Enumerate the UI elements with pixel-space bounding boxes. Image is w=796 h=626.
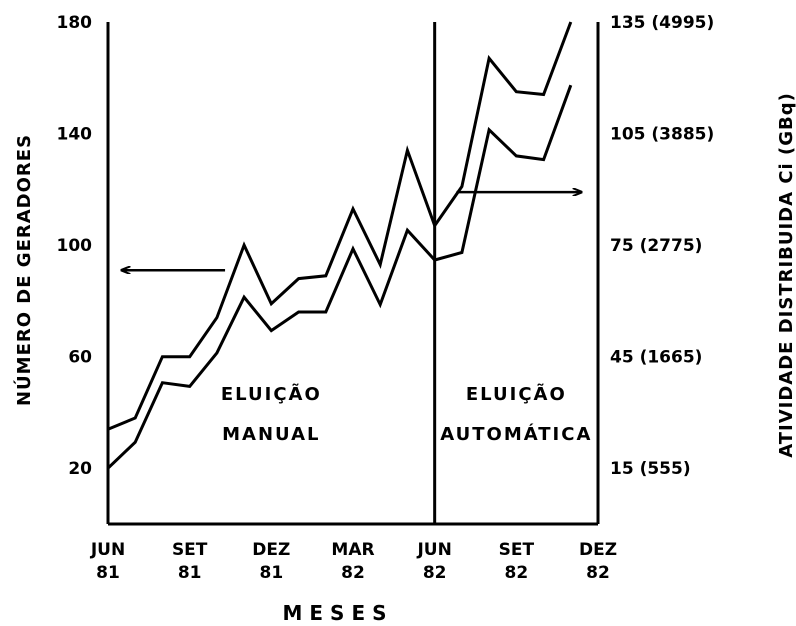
x-tick-label: SET xyxy=(499,540,535,560)
region-label-2: AUTOMÁTICA xyxy=(440,423,592,445)
x-tick-label: DEZ xyxy=(579,540,617,560)
right-tick-label: 75 (2775) xyxy=(610,236,702,256)
x-tick-label: DEZ xyxy=(252,540,290,560)
left-tick-label: 60 xyxy=(68,348,92,368)
right-tick-label: 105 (3885) xyxy=(610,125,714,145)
left-tick-label: 180 xyxy=(57,13,93,33)
right-tick-label: 15 (555) xyxy=(610,459,691,479)
x-tick-label: 82 xyxy=(341,563,365,583)
x-tick-label: MAR xyxy=(331,540,374,560)
series-line-2 xyxy=(106,84,573,470)
series-line-1 xyxy=(107,21,573,431)
x-tick-label: 82 xyxy=(504,563,528,583)
left-tick-label: 20 xyxy=(68,459,92,479)
axis-arrows xyxy=(122,192,582,270)
x-axis-ticks: JUN 81 SET 81 DEZ 81 MAR 82 JUN 82 SET 82 DEZ 82 xyxy=(90,540,617,583)
right-tick-label: 45 (1665) xyxy=(610,348,702,368)
x-tick-label: JUN xyxy=(416,540,451,560)
x-tick-label: SET xyxy=(172,540,208,560)
left-axis-title: NÚMERO DE GERADORES xyxy=(13,134,35,406)
plot-lines xyxy=(106,21,600,526)
left-axis-ticks: 20 60 100 140 180 xyxy=(57,13,93,479)
x-tick-label: 82 xyxy=(423,563,447,583)
region-label-1: MANUAL xyxy=(222,424,320,445)
region-label-1: ELUIÇÃO xyxy=(221,382,322,405)
x-tick-label: 81 xyxy=(259,563,283,583)
left-tick-label: 100 xyxy=(57,236,93,256)
region-label-2: ELUIÇÃO xyxy=(466,382,567,405)
x-tick-label: 81 xyxy=(96,563,120,583)
right-axis-title: ATIVIDADE DISTRIBUIDA Ci (GBq) xyxy=(776,92,796,458)
x-tick-label: JUN xyxy=(90,540,125,560)
x-tick-label: 82 xyxy=(586,563,610,583)
left-tick-label: 140 xyxy=(57,125,93,145)
right-tick-label: 135 (4995) xyxy=(610,13,714,33)
x-tick-label: 81 xyxy=(178,563,202,583)
right-axis-ticks: 15 (555) 45 (1665) 75 (2775) 105 (3885) 135 … xyxy=(610,13,714,479)
x-axis-title: MESES xyxy=(282,601,393,625)
region-labels: ELUIÇÃO MANUAL ELUIÇÃO AUTOMÁTICA xyxy=(221,382,592,445)
